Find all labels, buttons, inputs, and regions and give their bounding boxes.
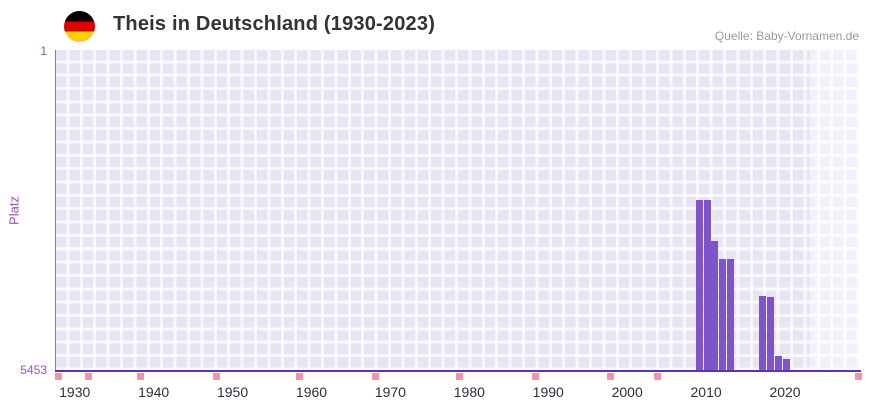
x-axis-label-1950: 1950 xyxy=(216,384,249,400)
x-axis-label-2020: 2020 xyxy=(769,384,801,400)
source-label: Quelle: Baby-Vornamen.de xyxy=(714,29,859,43)
bar-2019[interactable] xyxy=(774,355,782,370)
baseline-marker xyxy=(372,373,380,380)
x-axis-label-2010: 2010 xyxy=(690,384,722,400)
baseline-marker xyxy=(213,373,220,380)
germany-flag-icon xyxy=(64,11,95,42)
bar-2010[interactable] xyxy=(703,200,711,370)
baseline-marker xyxy=(456,373,464,380)
x-axis-label-1940: 1940 xyxy=(138,384,170,400)
baseline-marker xyxy=(295,373,303,380)
bar-2020[interactable] xyxy=(782,359,790,370)
bar-2012[interactable] xyxy=(719,258,727,370)
x-axis-line xyxy=(55,370,861,372)
baseline-marker xyxy=(855,373,863,380)
baseline-marker xyxy=(607,373,615,380)
x-axis-label-1960: 1960 xyxy=(295,384,328,400)
y-axis-title: Platz xyxy=(6,196,22,225)
baseline-marker xyxy=(137,373,145,380)
bar-2017[interactable] xyxy=(758,295,766,370)
bar-2018[interactable] xyxy=(766,297,774,370)
chart-title: Theis in Deutschland (1930-2023) xyxy=(113,13,436,35)
y-tick-top: 1 xyxy=(40,44,47,58)
plot-area xyxy=(55,50,861,370)
baseline-marker xyxy=(654,373,662,380)
y-tick-bottom: 5453 xyxy=(20,363,47,377)
x-axis-label-1990: 1990 xyxy=(532,384,564,400)
baseline-marker xyxy=(85,373,92,380)
bar-2011[interactable] xyxy=(711,240,719,370)
baseline-marker xyxy=(55,373,63,380)
x-axis-label-1970: 1970 xyxy=(374,384,406,400)
x-axis-label-1980: 1980 xyxy=(453,384,485,400)
bar-2013[interactable] xyxy=(727,259,735,370)
bar-2009[interactable] xyxy=(695,200,703,370)
plot-band-recent xyxy=(809,50,861,370)
baseline-marker xyxy=(531,373,539,380)
x-axis-label-2000: 2000 xyxy=(611,384,643,400)
x-axis-label-1930: 1930 xyxy=(59,384,91,400)
